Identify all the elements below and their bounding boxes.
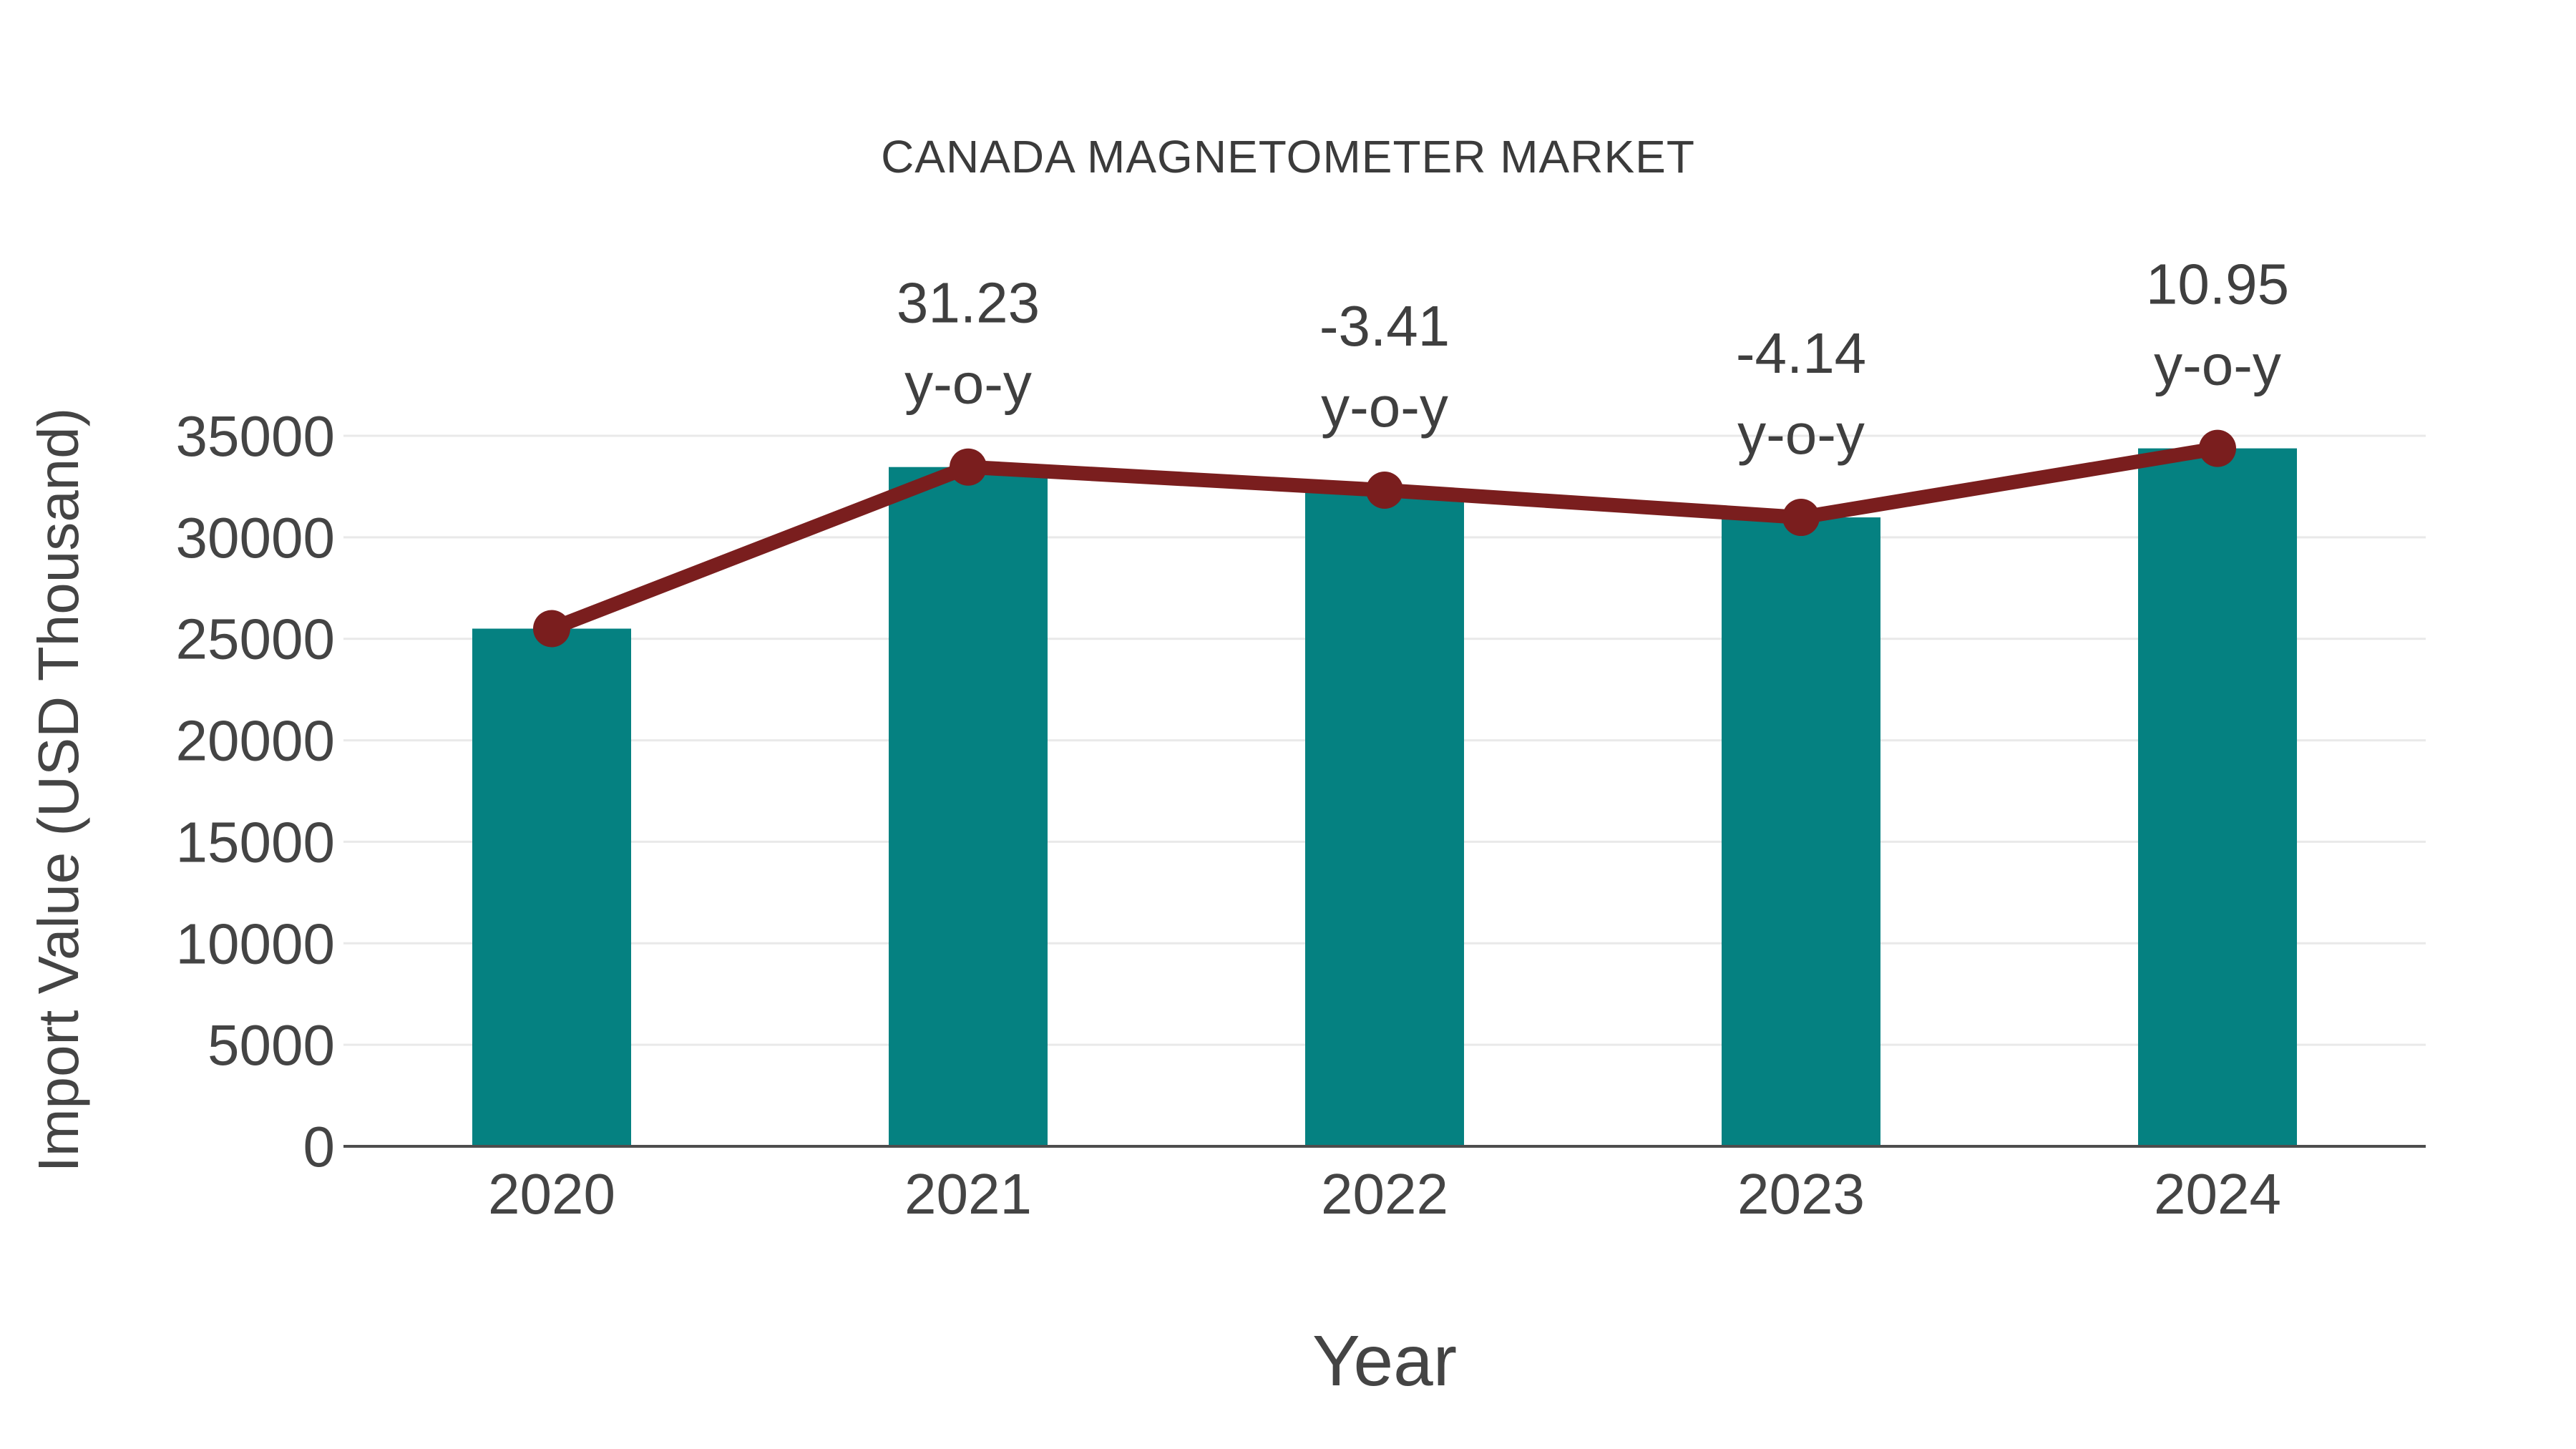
- bar-2022: [1305, 490, 1464, 1146]
- trend-point-2023: [1782, 499, 1820, 537]
- y-tick-label: 15000: [176, 810, 335, 874]
- y-tick-label: 0: [303, 1115, 336, 1179]
- annotation-value-2022: -3.41: [1319, 294, 1450, 358]
- bar-2021: [889, 467, 1048, 1146]
- x-tick-label: 2020: [488, 1162, 615, 1226]
- annotation-value-2023: -4.14: [1736, 321, 1866, 385]
- annotation-label-2022: y-o-y: [1321, 375, 1448, 439]
- annotation-label-2023: y-o-y: [1737, 402, 1865, 466]
- y-tick-label: 25000: [176, 608, 335, 671]
- x-axis-title: Year: [1312, 1321, 1458, 1401]
- y-tick-label: 30000: [176, 506, 335, 570]
- x-tick-label: 2021: [904, 1162, 1032, 1226]
- trend-point-2021: [950, 448, 987, 486]
- annotation-value-2021: 31.23: [897, 271, 1040, 335]
- annotation-value-2024: 10.95: [2146, 253, 2289, 316]
- trend-point-2024: [2199, 429, 2236, 467]
- y-tick-label: 35000: [176, 404, 335, 468]
- bar-2020: [472, 628, 631, 1146]
- y-tick-label: 10000: [176, 912, 335, 975]
- bar-2024: [2138, 448, 2297, 1146]
- x-tick-label: 2022: [1321, 1162, 1448, 1226]
- annotation-label-2021: y-o-y: [904, 352, 1032, 416]
- annotation-label-2024: y-o-y: [2154, 333, 2281, 397]
- y-axis-title: Import Value (USD Thousand): [26, 407, 90, 1173]
- x-tick-label: 2024: [2154, 1162, 2281, 1226]
- trend-point-2022: [1366, 472, 1403, 509]
- trend-point-2020: [533, 610, 570, 648]
- x-tick-label: 2023: [1737, 1162, 1865, 1226]
- chart-title: CANADA MAGNETOMETER MARKET: [881, 131, 1695, 182]
- y-tick-label: 5000: [208, 1013, 335, 1077]
- bar-2023: [1722, 517, 1880, 1146]
- y-tick-label: 20000: [176, 709, 335, 773]
